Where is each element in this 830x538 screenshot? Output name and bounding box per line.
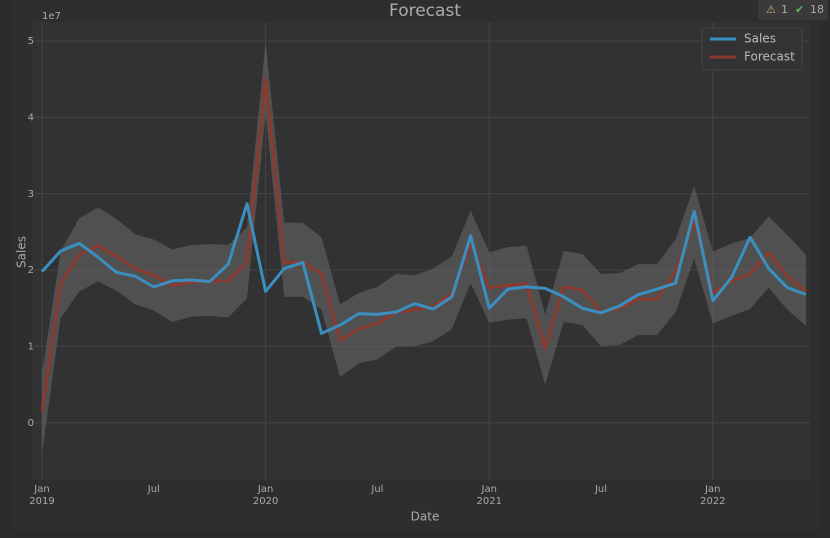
legend-label: Sales [744, 32, 776, 46]
y-tick-label: 5 [28, 36, 34, 47]
x-tick-year: 2019 [29, 496, 54, 507]
confidence-band [42, 42, 806, 454]
series-line [40, 77, 807, 412]
warning-count: 1 [781, 3, 788, 16]
x-tick-year: 2020 [253, 496, 278, 507]
check-count: 18 [810, 3, 824, 16]
x-tick-year: 2021 [476, 496, 501, 507]
y-tick-label: 1 [28, 341, 34, 352]
x-tick-label: Jul [147, 484, 160, 495]
x-tick-label: Jul [594, 484, 607, 495]
check-icon: ✔ [795, 3, 804, 16]
y-tick-label: 3 [28, 189, 34, 200]
legend-label: Forecast [744, 50, 795, 64]
x-tick-label: Jan [33, 484, 49, 495]
y-offset-label: 1e7 [42, 11, 61, 22]
x-tick-label: Jan [704, 484, 720, 495]
x-axis-label: Date [411, 510, 440, 524]
y-axis-label: Sales [15, 236, 29, 268]
status-badge[interactable] [758, 0, 828, 20]
x-tick-year: 2022 [700, 496, 725, 507]
x-tick-label: Jul [370, 484, 383, 495]
series-line [40, 202, 807, 335]
chart-title: Forecast [389, 1, 461, 21]
warning-icon: ⚠ [766, 3, 776, 16]
x-tick-label: Jan [481, 484, 497, 495]
y-tick-label: 4 [28, 112, 34, 123]
y-tick-label: 2 [28, 265, 34, 276]
y-tick-label: 0 [28, 418, 34, 429]
x-tick-label: Jan [257, 484, 273, 495]
